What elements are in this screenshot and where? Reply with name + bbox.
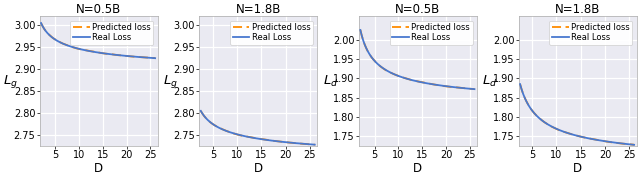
Real Loss [630, 144, 638, 146]
Predicted loss [300, 143, 308, 145]
Title: N=1.8B: N=1.8B [236, 4, 281, 17]
Line: Real Loss: Real Loss [41, 23, 155, 58]
Real Loss [470, 88, 478, 90]
X-axis label: D: D [94, 161, 103, 174]
Predicted loss [424, 82, 432, 85]
Legend: Predicted loss, Real Loss: Predicted loss, Real Loss [550, 21, 632, 45]
Predicted loss [311, 144, 319, 146]
Predicted loss [357, 31, 365, 33]
Line: Real Loss: Real Loss [520, 84, 634, 145]
Y-axis label: $L_g$: $L_g$ [163, 73, 178, 90]
Real Loss [424, 82, 432, 85]
Title: N=0.5B: N=0.5B [76, 4, 121, 17]
Predicted loss [356, 29, 364, 31]
Legend: Predicted loss, Real Loss: Predicted loss, Real Loss [390, 21, 473, 45]
Real Loss [300, 143, 308, 145]
Real Loss [141, 56, 148, 59]
Title: N=0.5B: N=0.5B [396, 4, 440, 17]
Predicted loss [197, 111, 205, 113]
Predicted loss [424, 82, 432, 85]
Predicted loss [265, 139, 273, 141]
Real Loss [267, 139, 275, 142]
Predicted loss [37, 22, 45, 24]
Real Loss [424, 82, 432, 85]
Real Loss [311, 144, 319, 146]
Predicted loss [151, 57, 159, 59]
X-axis label: D: D [573, 161, 582, 174]
Real Loss [357, 31, 365, 33]
Predicted loss [267, 139, 275, 142]
Predicted loss [105, 53, 113, 55]
Real Loss [426, 83, 434, 85]
Real Loss [516, 85, 524, 87]
Real Loss [37, 22, 45, 24]
Real Loss [107, 53, 115, 55]
Line: Predicted loss: Predicted loss [360, 30, 474, 89]
Predicted loss [584, 137, 591, 139]
Predicted loss [584, 137, 592, 139]
Real Loss [133, 56, 141, 58]
Title: N=1.8B: N=1.8B [555, 4, 600, 17]
Predicted loss [107, 53, 115, 55]
Line: Real Loss: Real Loss [360, 30, 474, 89]
Predicted loss [516, 84, 524, 87]
Real Loss [620, 143, 627, 145]
Real Loss [38, 23, 45, 25]
Real Loss [293, 142, 301, 144]
Real Loss [151, 57, 159, 59]
Line: Predicted loss: Predicted loss [41, 23, 155, 58]
Line: Real Loss: Real Loss [201, 111, 315, 145]
Real Loss [105, 53, 113, 55]
Real Loss [197, 110, 205, 112]
Predicted loss [620, 143, 627, 145]
Real Loss [265, 139, 273, 141]
X-axis label: D: D [413, 161, 422, 174]
Legend: Predicted loss, Real Loss: Predicted loss, Real Loss [230, 21, 313, 45]
Real Loss [356, 29, 364, 31]
Predicted loss [264, 139, 272, 141]
Real Loss [612, 142, 620, 144]
Predicted loss [197, 110, 205, 112]
Predicted loss [516, 83, 524, 85]
Predicted loss [630, 144, 638, 146]
Real Loss [586, 138, 594, 140]
Real Loss [584, 137, 592, 139]
Y-axis label: $L_d$: $L_d$ [323, 74, 338, 89]
Predicted loss [586, 138, 594, 140]
Real Loss [584, 137, 591, 139]
Y-axis label: $L_d$: $L_d$ [483, 74, 498, 89]
Predicted loss [460, 87, 468, 89]
Line: Predicted loss: Predicted loss [520, 84, 634, 145]
Line: Predicted loss: Predicted loss [201, 111, 315, 145]
Predicted loss [612, 142, 620, 144]
Predicted loss [452, 86, 460, 88]
Legend: Predicted loss, Real Loss: Predicted loss, Real Loss [70, 21, 154, 45]
Predicted loss [470, 88, 478, 90]
Real Loss [197, 111, 205, 113]
Predicted loss [133, 56, 141, 58]
Real Loss [460, 87, 468, 89]
Predicted loss [105, 53, 113, 55]
Real Loss [264, 139, 272, 141]
Predicted loss [293, 142, 301, 144]
X-axis label: D: D [253, 161, 263, 174]
Real Loss [452, 86, 460, 88]
Real Loss [105, 53, 113, 55]
Predicted loss [426, 83, 434, 85]
Y-axis label: $L_g$: $L_g$ [3, 73, 19, 90]
Real Loss [516, 83, 524, 85]
Predicted loss [38, 23, 45, 25]
Predicted loss [141, 56, 148, 58]
